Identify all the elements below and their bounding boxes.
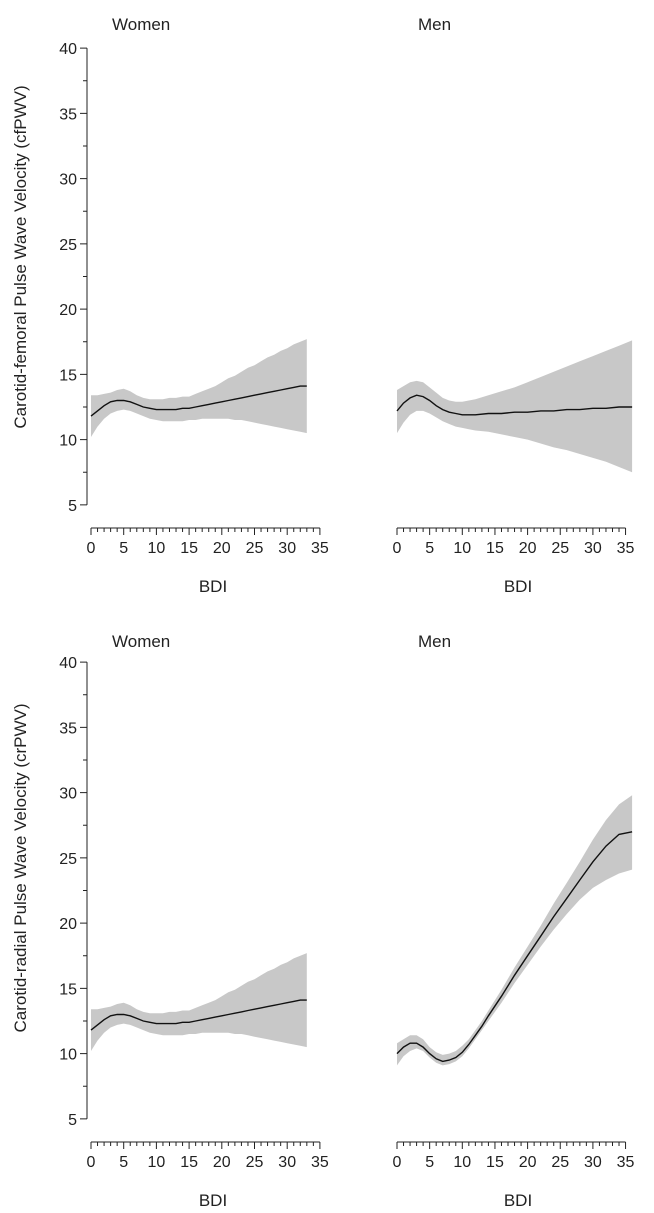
panel-title-women-crpwv: Women: [112, 632, 170, 651]
fitted-line-men-crpwv: [396, 831, 633, 1063]
y-tick-label-women-cfpwv: 15: [59, 367, 77, 384]
x-tick-label-men-crpwv: 10: [453, 1154, 471, 1171]
y-tick-label-women-cfpwv: 25: [59, 237, 77, 254]
confidence-band-men-crpwv: [397, 795, 633, 1066]
y-tick-label-women-cfpwv: 30: [59, 172, 77, 189]
x-tick-label-women-crpwv: 25: [246, 1154, 264, 1171]
x-tick-label-men-cfpwv: 20: [519, 540, 537, 557]
x-tick-label-women-crpwv: 0: [87, 1154, 96, 1171]
x-tick-label-men-cfpwv: 30: [584, 540, 602, 557]
y-axis-title-cfpwv: Carotid-femoral Pulse Wave Velocity (cfP…: [11, 85, 30, 428]
y-tick-label-women-cfpwv: 10: [59, 433, 77, 450]
plot-women-cfpwv: 0 5 10 15 20 25 30 35 5 10 15 20 25 30 35 40: [59, 41, 329, 557]
x-tick-label-men-crpwv: 15: [486, 1154, 504, 1171]
panel-title-men-crpwv: Men: [418, 632, 451, 651]
x-tick-label-women-crpwv: 20: [213, 1154, 231, 1171]
x-axis-title-men-crpwv: BDI: [504, 1191, 532, 1210]
x-tick-label-men-crpwv: 0: [393, 1154, 402, 1171]
x-tick-label-men-crpwv: 5: [425, 1154, 434, 1171]
y-tick-label-women-crpwv: 5: [68, 1112, 77, 1129]
x-tick-label-women-cfpwv: 25: [246, 540, 264, 557]
x-tick-label-men-cfpwv: 10: [453, 540, 471, 557]
confidence-band-women-cfpwv: [91, 339, 307, 437]
x-axis-title-women-crpwv: BDI: [199, 1191, 227, 1210]
x-tick-label-women-crpwv: 10: [148, 1154, 166, 1171]
x-tick-label-women-cfpwv: 5: [119, 540, 128, 557]
y-tick-label-women-crpwv: 10: [59, 1047, 77, 1064]
y-tick-label-women-crpwv: 40: [59, 655, 77, 672]
y-tick-label-women-cfpwv: 5: [68, 498, 77, 515]
y-tick-label-women-crpwv: 35: [59, 720, 77, 737]
x-tick-label-women-crpwv: 5: [119, 1154, 128, 1171]
panel-title-women-cfpwv: Women: [112, 15, 170, 34]
panel-title-men-cfpwv: Men: [418, 15, 451, 34]
plot-women-crpwv: 0 5 10 15 20 25 30 35 5 10 15 20 25 30 35 40: [59, 655, 329, 1171]
x-tick-label-women-crpwv: 35: [311, 1154, 329, 1171]
y-tick-label-women-cfpwv: 20: [59, 302, 77, 319]
y-tick-label-women-crpwv: 30: [59, 786, 77, 803]
x-tick-label-women-crpwv: 15: [180, 1154, 198, 1171]
x-tick-label-men-crpwv: 25: [551, 1154, 569, 1171]
x-tick-label-women-cfpwv: 35: [311, 540, 329, 557]
plot-men-crpwv: 0 5 10 15 20 25 30 35: [393, 795, 635, 1171]
x-tick-label-men-cfpwv: 0: [393, 540, 402, 557]
x-axis-title-women-cfpwv: BDI: [199, 577, 227, 596]
x-tick-label-men-cfpwv: 5: [425, 540, 434, 557]
x-tick-label-men-cfpwv: 25: [551, 540, 569, 557]
fitted-line-women-cfpwv: [90, 385, 307, 417]
x-axis-title-men-cfpwv: BDI: [504, 577, 532, 596]
y-tick-label-women-crpwv: 20: [59, 916, 77, 933]
confidence-band-men-cfpwv: [397, 340, 633, 473]
x-tick-label-men-crpwv: 20: [519, 1154, 537, 1171]
x-tick-label-women-cfpwv: 15: [180, 540, 198, 557]
y-tick-label-women-cfpwv: 40: [59, 41, 77, 58]
fitted-line-men-cfpwv: [396, 394, 633, 416]
confidence-band-women-crpwv: [91, 953, 307, 1051]
y-tick-label-women-cfpwv: 35: [59, 106, 77, 123]
x-tick-label-men-cfpwv: 15: [486, 540, 504, 557]
x-tick-label-men-cfpwv: 35: [617, 540, 635, 557]
x-tick-label-women-cfpwv: 20: [213, 540, 231, 557]
fitted-line-women-crpwv: [90, 999, 307, 1031]
x-tick-label-men-crpwv: 35: [617, 1154, 635, 1171]
x-tick-label-women-crpwv: 30: [278, 1154, 296, 1171]
y-tick-label-women-crpwv: 15: [59, 981, 77, 998]
x-tick-label-men-crpwv: 30: [584, 1154, 602, 1171]
plot-men-cfpwv: 0 5 10 15 20 25 30 35: [393, 340, 635, 557]
y-tick-label-women-crpwv: 25: [59, 851, 77, 868]
x-tick-label-women-cfpwv: 0: [87, 540, 96, 557]
y-axis-title-crpwv: Carotid-radial Pulse Wave Velocity (crPW…: [11, 703, 30, 1032]
x-tick-label-women-cfpwv: 30: [278, 540, 296, 557]
x-tick-label-women-cfpwv: 10: [148, 540, 166, 557]
